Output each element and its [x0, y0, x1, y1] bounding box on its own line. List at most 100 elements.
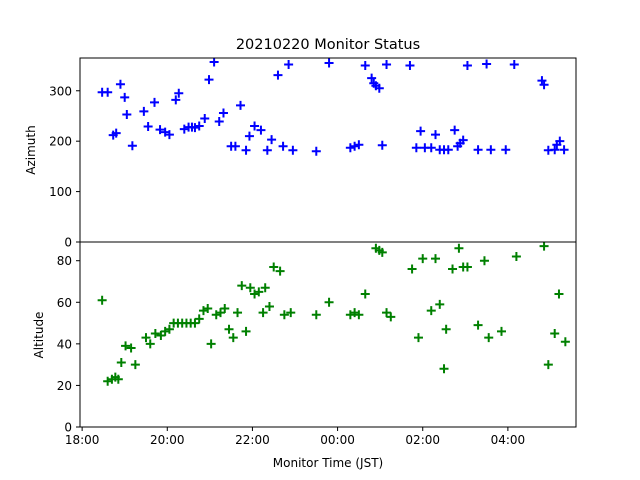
altitude-point	[431, 254, 441, 264]
azimuth-point	[103, 87, 113, 97]
azimuth-point	[473, 145, 483, 155]
altitude-point	[156, 331, 166, 341]
x-tick-label: 22:00	[235, 433, 270, 447]
azimuth-point	[150, 97, 160, 107]
azimuth-point	[171, 95, 181, 105]
altitude-point	[258, 308, 268, 318]
altitude-point	[116, 358, 126, 368]
azimuth-point	[284, 60, 294, 70]
altitude-point	[413, 333, 423, 343]
altitude-y-tick-label: 0	[64, 421, 72, 435]
azimuth-point	[230, 141, 240, 151]
altitude-point	[311, 310, 321, 320]
altitude-point	[164, 324, 174, 334]
azimuth-point	[374, 83, 384, 93]
altitude-point	[454, 243, 464, 253]
azimuth-point	[539, 80, 549, 90]
azimuth-point	[256, 125, 266, 135]
azimuth-point	[501, 145, 511, 155]
azimuth-y-tick-label: 100	[49, 185, 72, 199]
azimuth-point	[262, 145, 272, 155]
azimuth-point	[236, 100, 246, 110]
azimuth-point	[405, 61, 415, 71]
altitude-point	[126, 343, 136, 353]
altitude-point	[286, 308, 296, 318]
azimuth-point	[155, 125, 165, 135]
x-tick-label: 20:00	[150, 433, 185, 447]
azimuth-point	[288, 145, 298, 155]
azimuth-point	[443, 145, 453, 155]
azimuth-point	[411, 143, 421, 153]
altitude-y-tick-label: 20	[57, 379, 72, 393]
azimuth-point	[367, 73, 377, 83]
altitude-point	[194, 314, 204, 324]
azimuth-point	[241, 145, 251, 155]
altitude-y-tick-label: 40	[57, 337, 72, 351]
azimuth-y-tick-label: 300	[49, 84, 72, 98]
altitude-point	[484, 333, 494, 343]
altitude-point	[150, 328, 160, 338]
altitude-point	[439, 364, 449, 374]
altitude-point	[496, 326, 506, 336]
altitude-plot-frame	[79, 241, 577, 428]
altitude-points	[97, 241, 570, 386]
azimuth-point	[458, 135, 468, 145]
azimuth-point	[127, 141, 137, 151]
azimuth-point	[482, 59, 492, 69]
azimuth-point	[311, 146, 321, 156]
altitude-point	[462, 262, 472, 272]
azimuth-point	[486, 145, 496, 155]
altitude-point	[220, 304, 230, 314]
altitude-point	[511, 252, 521, 262]
azimuth-point	[190, 123, 200, 133]
altitude-point	[228, 333, 238, 343]
azimuth-point	[550, 145, 560, 155]
azimuth-point	[204, 75, 214, 85]
altitude-y-axis-label: Altitude	[32, 312, 46, 359]
altitude-point	[254, 287, 264, 297]
altitude-y-tick-label: 80	[57, 254, 72, 268]
azimuth-point	[244, 131, 254, 141]
altitude-point	[130, 360, 140, 370]
altitude-y-tick-label: 60	[57, 296, 72, 310]
altitude-point	[224, 324, 234, 334]
azimuth-point	[278, 141, 288, 151]
x-axis-ticks: 18:00 20:00 22:00 00:00 02:00 04:00	[65, 427, 525, 447]
azimuth-point	[462, 61, 472, 71]
altitude-point	[479, 256, 489, 266]
altitude-point	[233, 308, 243, 318]
azimuth-point	[509, 60, 519, 70]
azimuth-point	[194, 121, 204, 131]
altitude-point	[145, 339, 155, 349]
altitude-point	[121, 341, 131, 351]
altitude-point	[275, 266, 285, 276]
x-tick-label: 02:00	[405, 433, 440, 447]
chart-title: 20210220 Monitor Status	[236, 37, 420, 53]
altitude-point	[377, 247, 387, 257]
altitude-point	[245, 283, 255, 293]
azimuth-y-ticks: 0 100 200 300	[49, 84, 80, 250]
azimuth-point	[209, 57, 219, 67]
azimuth-point	[559, 145, 569, 155]
altitude-point	[426, 306, 436, 316]
altitude-point	[418, 254, 428, 264]
altitude-point	[113, 374, 123, 384]
altitude-point	[260, 283, 270, 293]
azimuth-point	[350, 141, 360, 151]
azimuth-point	[345, 143, 355, 153]
altitude-point	[190, 318, 200, 328]
altitude-point	[435, 299, 445, 309]
altitude-y-ticks: 0 20 40 60 80	[57, 254, 80, 435]
x-tick-label: 00:00	[320, 433, 355, 447]
azimuth-point	[143, 122, 153, 132]
altitude-point	[560, 337, 570, 347]
azimuth-point	[324, 58, 334, 68]
altitude-point	[279, 310, 289, 320]
azimuth-point	[555, 136, 565, 146]
azimuth-point	[164, 130, 174, 140]
altitude-point	[203, 304, 213, 314]
azimuth-point	[273, 70, 283, 80]
altitude-point	[97, 295, 107, 305]
azimuth-point	[431, 130, 441, 140]
